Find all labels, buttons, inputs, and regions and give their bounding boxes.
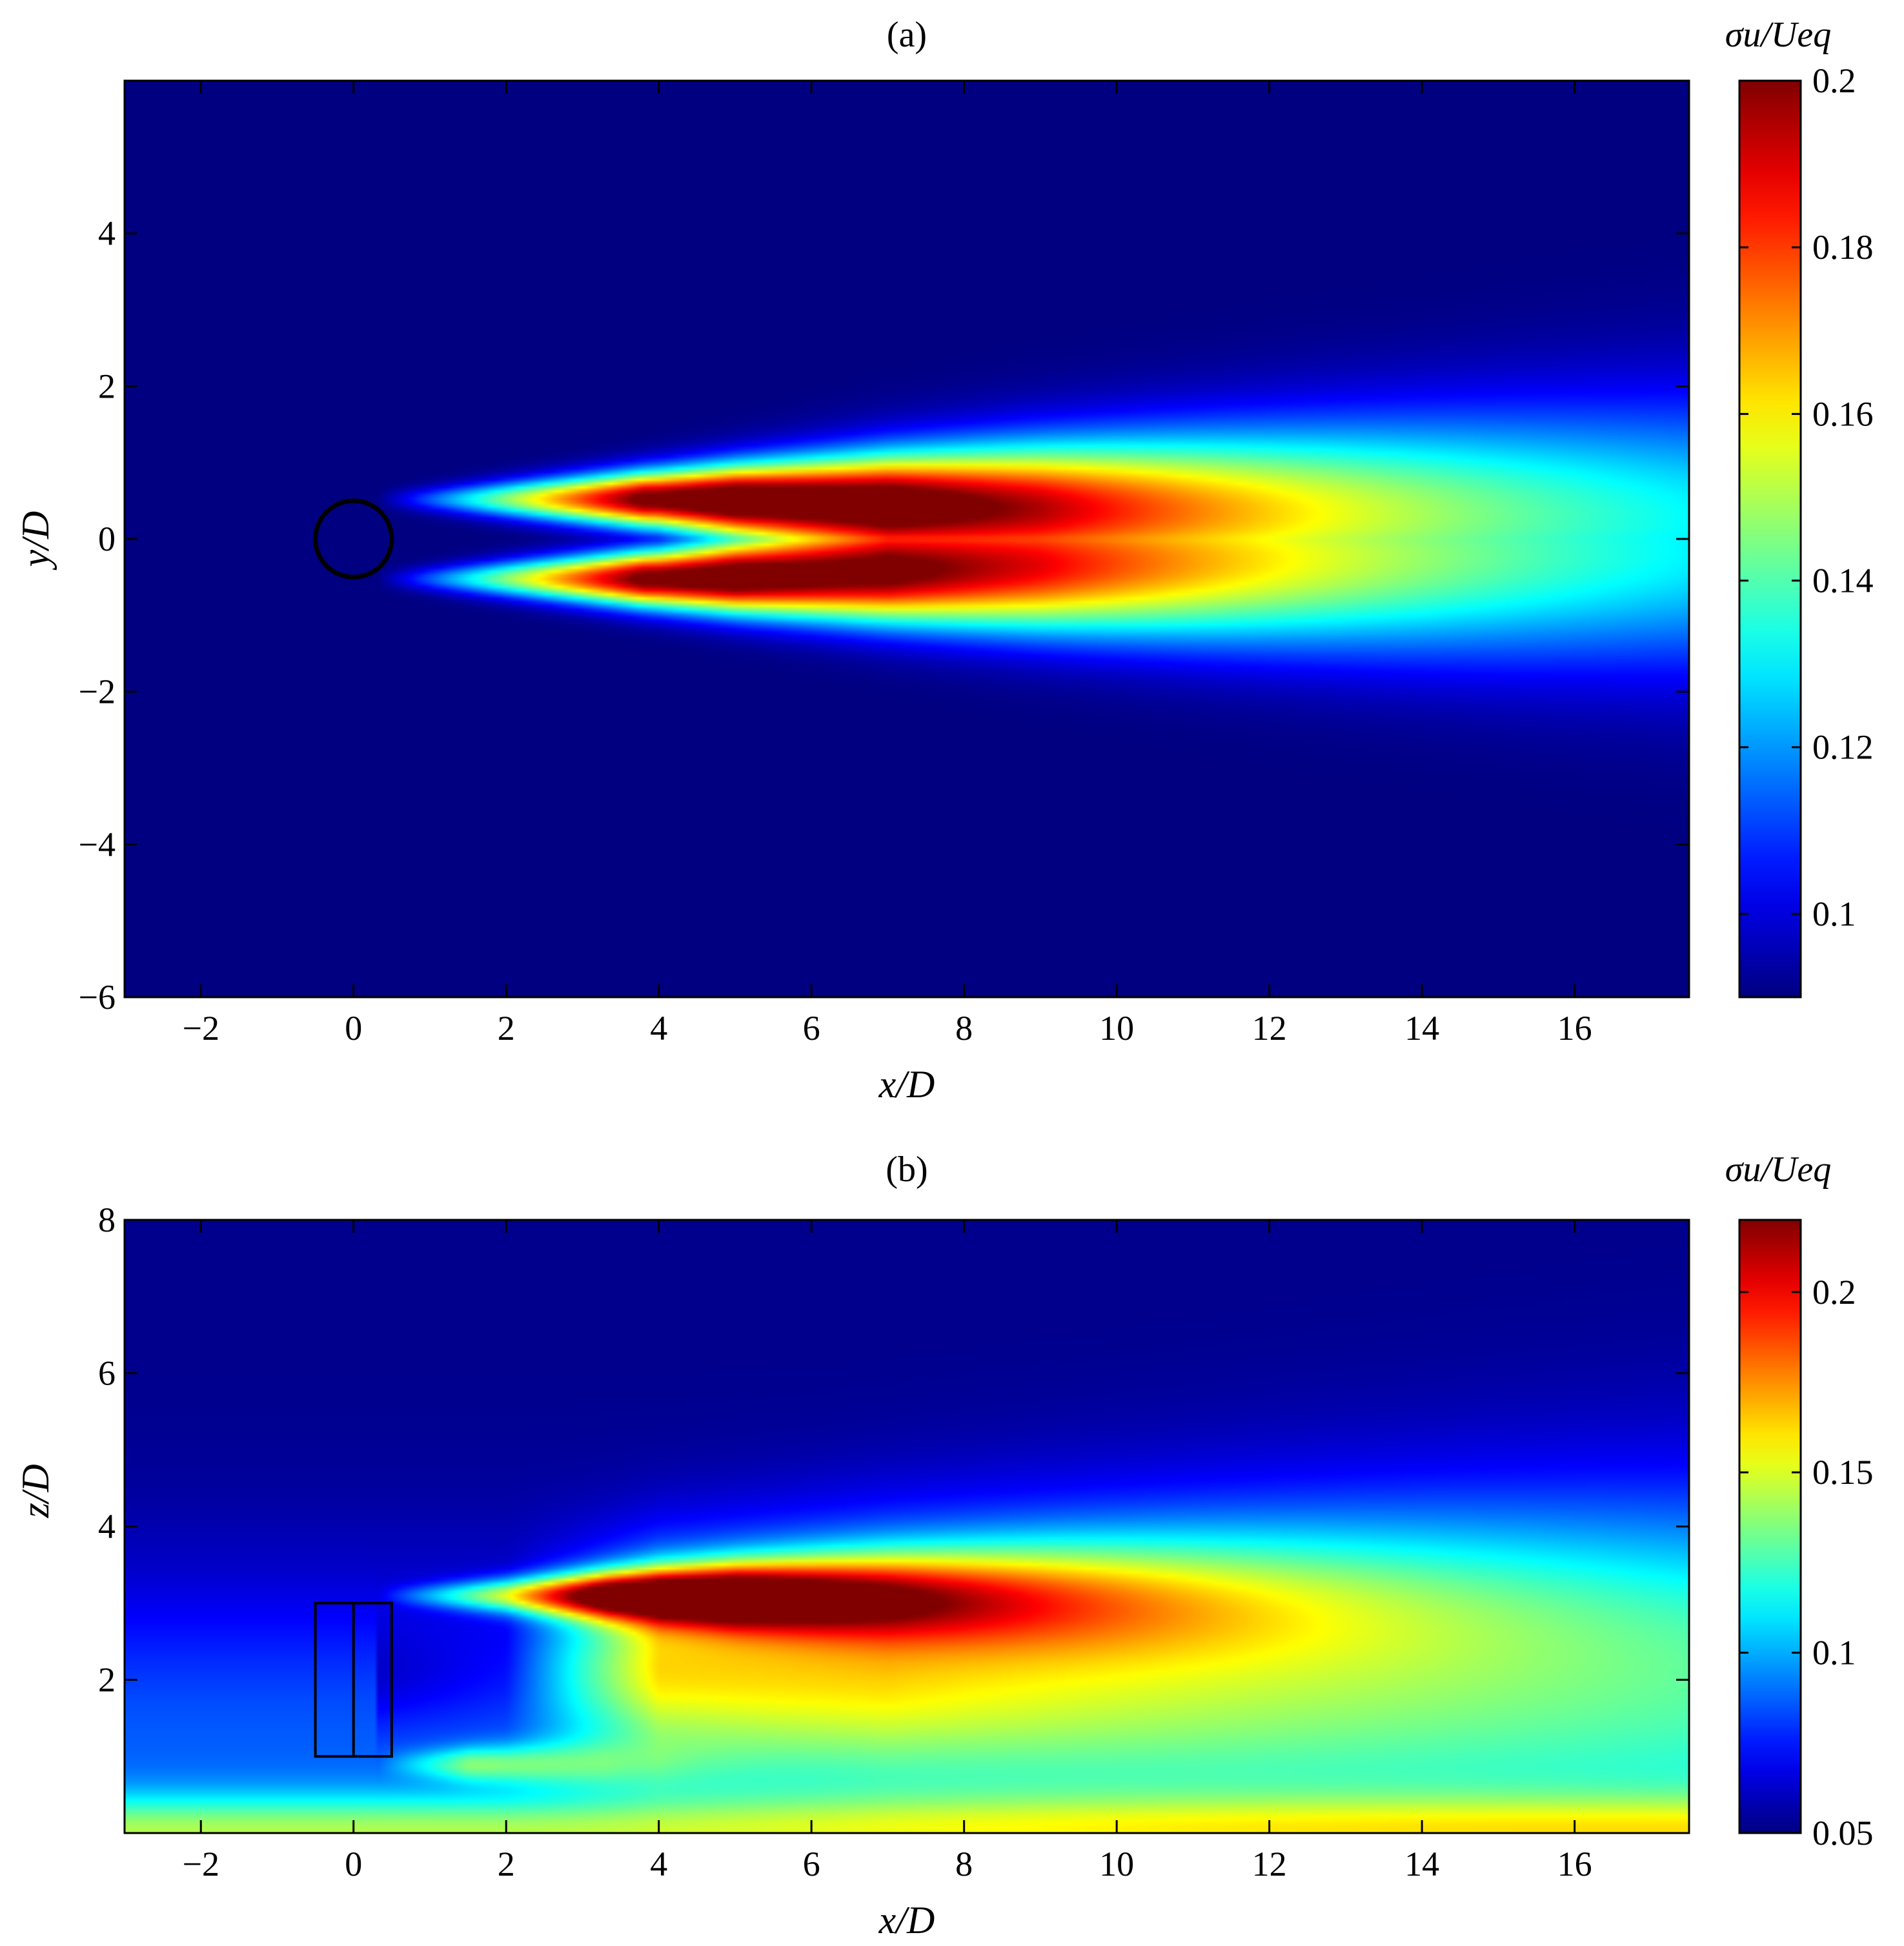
- plot-a-xlabel: x/D: [878, 1063, 935, 1106]
- x-tick-label: 16: [1557, 1009, 1592, 1048]
- colorbar-tick-label: 0.16: [1812, 394, 1874, 433]
- x-tick-label: 8: [955, 1009, 973, 1048]
- y-tick-label: −2: [79, 673, 116, 711]
- colorbar-tick-label: 0.18: [1812, 228, 1874, 267]
- x-tick-label: 4: [650, 1845, 667, 1883]
- plot-a-ylabel: y/D: [14, 511, 57, 571]
- x-tick-label: 12: [1252, 1845, 1287, 1883]
- panel-a-title: (a): [887, 15, 927, 55]
- plot-a-heatmap: [125, 81, 1689, 997]
- x-tick-label: 6: [803, 1845, 820, 1883]
- plot-b-ylabel: z/D: [14, 1464, 57, 1518]
- colorbar-tick-label: 0.05: [1812, 1814, 1874, 1852]
- x-tick-label: 10: [1099, 1845, 1134, 1883]
- colorbar-tick-label: 0.14: [1812, 562, 1874, 600]
- x-tick-label: 2: [498, 1009, 515, 1048]
- y-tick-label: −4: [79, 825, 116, 864]
- x-tick-label: 10: [1099, 1009, 1134, 1048]
- plot-b-axes: −2 0 2 4 6 8 10 12 14 16 2 4 6 8: [98, 1201, 1690, 1883]
- y-tick-label: 0: [98, 520, 116, 558]
- colorbar-tick-label: 0.2: [1812, 61, 1856, 100]
- plot-b-xlabel: x/D: [878, 1899, 935, 1941]
- x-tick-label: 0: [345, 1845, 362, 1883]
- x-tick-label: −2: [183, 1845, 219, 1883]
- x-tick-label: 2: [498, 1845, 515, 1883]
- x-tick-label: 16: [1557, 1845, 1592, 1883]
- y-tick-label: −6: [79, 978, 116, 1017]
- x-tick-label: 14: [1404, 1845, 1439, 1883]
- y-tick-label: 4: [98, 214, 116, 253]
- plot-b-heatmap: [125, 1220, 1689, 1833]
- colorbar-tick-label: 0.1: [1812, 1634, 1856, 1672]
- heatmap-image: [125, 1220, 1689, 1833]
- panel-a: (a) −2 0 2 4 6 8 10 12 14 16 −6 −4 −2 0 2 4 x/D y/D 0.1…: [14, 15, 1874, 1106]
- y-tick-label: 2: [98, 367, 116, 405]
- colorbar-a-label: σu/Ueq: [1725, 15, 1831, 55]
- turbine-rotor-outline: [313, 498, 394, 580]
- colorbar-gradient: [1738, 79, 1802, 998]
- heatmap-image: [125, 81, 1689, 997]
- colorbar-tick-label: 0.12: [1812, 728, 1874, 767]
- colorbar-tick-label: 0.1: [1812, 895, 1856, 933]
- y-tick-label: 2: [98, 1661, 116, 1699]
- colorbar-tick-label: 0.15: [1812, 1453, 1874, 1492]
- y-tick-label: 8: [98, 1201, 116, 1239]
- x-tick-label: 8: [955, 1845, 973, 1883]
- panel-b-title: (b): [886, 1150, 927, 1190]
- plot-a-axes: −2 0 2 4 6 8 10 12 14 16 −6 −4 −2 0 2 4: [79, 79, 1690, 1048]
- x-tick-label: 6: [803, 1009, 820, 1048]
- colorbar-b: 0.05 0.1 0.15 0.2: [1738, 1219, 1874, 1852]
- x-tick-label: 14: [1404, 1009, 1439, 1048]
- colorbar-b-label: σu/Ueq: [1725, 1150, 1831, 1190]
- colorbar-a: 0.1 0.12 0.14 0.16 0.18 0.2: [1738, 61, 1874, 998]
- colorbar-tick-label: 0.2: [1812, 1273, 1856, 1312]
- x-tick-label: 0: [345, 1009, 362, 1048]
- x-tick-label: 4: [650, 1009, 667, 1048]
- x-tick-label: −2: [183, 1009, 219, 1048]
- colorbar-gradient: [1738, 1219, 1802, 1834]
- y-tick-label: 6: [98, 1354, 116, 1393]
- x-tick-label: 12: [1252, 1009, 1287, 1048]
- y-tick-label: 4: [98, 1507, 116, 1546]
